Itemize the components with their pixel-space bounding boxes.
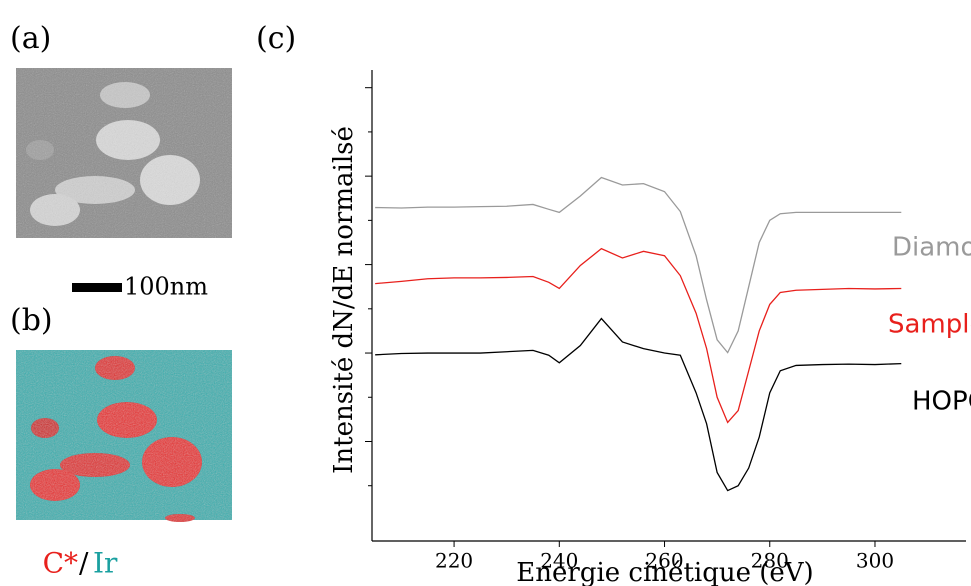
series-line: [375, 317, 902, 492]
series-line: [375, 247, 902, 424]
series-label: Diamond: [892, 233, 971, 263]
x-tick-label: 300: [856, 549, 894, 573]
x-tick-label: 280: [751, 549, 789, 573]
x-axis-label: Energie cinétique (eV): [516, 558, 813, 586]
panel-label: (c): [256, 21, 296, 56]
series-label: Sample: [888, 310, 971, 340]
y-axis-label: Intensité dN/dE normailsé: [329, 126, 359, 474]
element-map: [16, 350, 232, 522]
map-legend-iridium: Ir: [93, 547, 118, 580]
scale-bar: [72, 283, 122, 292]
x-tick-label: 240: [540, 549, 578, 573]
panel-label: (a): [10, 21, 51, 56]
x-tick-label: 220: [435, 549, 473, 573]
series-label: HOPG: [912, 387, 971, 417]
scale-label: 100nm: [124, 273, 208, 301]
map-legend-separator: /: [79, 547, 89, 580]
panel-label: (b): [10, 303, 53, 338]
map-legend-carbon: C*: [43, 547, 78, 580]
sem-image: [16, 68, 232, 238]
x-tick-label: 260: [645, 549, 683, 573]
series-line: [375, 176, 902, 354]
